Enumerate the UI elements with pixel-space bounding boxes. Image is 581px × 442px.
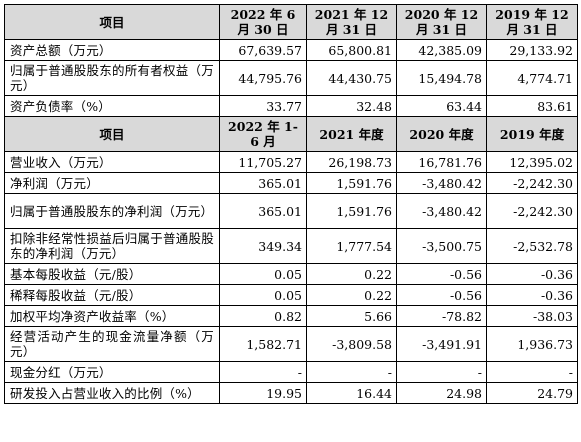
cell-value: -0.36 bbox=[486, 284, 578, 306]
cell-value: -2,242.30 bbox=[486, 193, 578, 229]
cell-value: 44,430.75 bbox=[306, 60, 397, 96]
cell-value: 0.05 bbox=[219, 263, 307, 285]
cell-value: 365.01 bbox=[219, 193, 307, 229]
cell-value: 1,591.76 bbox=[306, 193, 397, 229]
cell-value: 15,494.78 bbox=[396, 60, 487, 96]
cell-value: 5.66 bbox=[306, 305, 397, 327]
cell-value: 67,639.57 bbox=[219, 39, 307, 61]
cell-value: 65,800.81 bbox=[306, 39, 397, 61]
header-2020-year: 2020 年度 bbox=[396, 116, 487, 152]
cell-value: 33.77 bbox=[219, 95, 307, 117]
cell-value: -2,242.30 bbox=[486, 172, 578, 194]
cell-value: 1,591.76 bbox=[306, 172, 397, 194]
row-label: 扣除非经常性损益后归属于普通股股东的净利润（万元） bbox=[4, 228, 220, 264]
row-label: 资产负债率（%） bbox=[4, 95, 220, 117]
table-row: 资产负债率（%） 33.77 32.48 63.44 83.61 bbox=[4, 95, 578, 117]
cell-value: 0.22 bbox=[306, 263, 397, 285]
table-row: 研发投入占营业收入的比例（%） 19.95 16.44 24.98 24.79 bbox=[4, 382, 578, 404]
financial-data-table-container: 项目 2022 年 6 月 30 日 2021 年 12 月 31 日 2020… bbox=[4, 4, 578, 404]
table-row: 基本每股收益（元/股） 0.05 0.22 -0.56 -0.36 bbox=[4, 263, 578, 285]
header-row-income: 项目 2022 年 1-6 月 2021 年度 2020 年度 2019 年度 bbox=[4, 116, 578, 152]
header-2021-dec: 2021 年 12 月 31 日 bbox=[306, 4, 397, 40]
row-label: 资产总额（万元） bbox=[4, 39, 220, 61]
row-label: 归属于普通股股东的净利润（万元） bbox=[4, 193, 220, 229]
row-label: 基本每股收益（元/股） bbox=[4, 263, 220, 285]
table-row: 加权平均净资产收益率（%） 0.82 5.66 -78.82 -38.03 bbox=[4, 305, 578, 327]
header-2019-year: 2019 年度 bbox=[486, 116, 578, 152]
table-row: 资产总额（万元） 67,639.57 65,800.81 42,385.09 2… bbox=[4, 39, 578, 61]
row-label: 经营活动产生的现金流量净额（万元） bbox=[4, 326, 220, 362]
header-item: 项目 bbox=[4, 4, 220, 40]
cell-value: 16.44 bbox=[306, 382, 397, 404]
row-label: 稀释每股收益（元/股） bbox=[4, 284, 220, 306]
table-row: 营业收入（万元） 11,705.27 26,198.73 16,781.76 1… bbox=[4, 151, 578, 173]
cell-value: 4,774.71 bbox=[486, 60, 578, 96]
cell-value: 24.79 bbox=[486, 382, 578, 404]
cell-value: 19.95 bbox=[219, 382, 307, 404]
cell-value: 63.44 bbox=[396, 95, 487, 117]
cell-value: -3,809.58 bbox=[306, 326, 397, 362]
cell-value: -3,480.42 bbox=[396, 193, 487, 229]
cell-value: 365.01 bbox=[219, 172, 307, 194]
cell-value: 42,385.09 bbox=[396, 39, 487, 61]
table-row: 稀释每股收益（元/股） 0.05 0.22 -0.56 -0.36 bbox=[4, 284, 578, 306]
cell-value: 11,705.27 bbox=[219, 151, 307, 173]
cell-value: - bbox=[219, 361, 307, 383]
table-row: 扣除非经常性损益后归属于普通股股东的净利润（万元） 349.34 1,777.5… bbox=[4, 228, 578, 264]
cell-value: 26,198.73 bbox=[306, 151, 397, 173]
cell-value: 1,936.73 bbox=[486, 326, 578, 362]
header-2022-h1: 2022 年 1-6 月 bbox=[219, 116, 307, 152]
financial-data-table: 项目 2022 年 6 月 30 日 2021 年 12 月 31 日 2020… bbox=[4, 4, 578, 404]
header-2020-dec: 2020 年 12 月 31 日 bbox=[396, 4, 487, 40]
cell-value: -0.56 bbox=[396, 263, 487, 285]
cell-value: -3,480.42 bbox=[396, 172, 487, 194]
cell-value: -3,500.75 bbox=[396, 228, 487, 264]
cell-value: 349.34 bbox=[219, 228, 307, 264]
cell-value: 1,582.71 bbox=[219, 326, 307, 362]
table-row: 净利润（万元） 365.01 1,591.76 -3,480.42 -2,242… bbox=[4, 172, 578, 194]
cell-value: 0.22 bbox=[306, 284, 397, 306]
header-2021-year: 2021 年度 bbox=[306, 116, 397, 152]
table-row: 经营活动产生的现金流量净额（万元） 1,582.71 -3,809.58 -3,… bbox=[4, 326, 578, 362]
cell-value: - bbox=[486, 361, 578, 383]
cell-value: 24.98 bbox=[396, 382, 487, 404]
row-label: 现金分红（万元） bbox=[4, 361, 220, 383]
table-row: 归属于普通股股东的所有者权益（万元） 44,795.76 44,430.75 1… bbox=[4, 60, 578, 96]
header-2022-jun: 2022 年 6 月 30 日 bbox=[219, 4, 307, 40]
cell-value: 1,777.54 bbox=[306, 228, 397, 264]
cell-value: -0.56 bbox=[396, 284, 487, 306]
header-row-balance: 项目 2022 年 6 月 30 日 2021 年 12 月 31 日 2020… bbox=[4, 4, 578, 40]
table-row: 现金分红（万元） - - - - bbox=[4, 361, 578, 383]
cell-value: -0.36 bbox=[486, 263, 578, 285]
header-2019-dec: 2019 年 12 月 31 日 bbox=[486, 4, 578, 40]
row-label: 研发投入占营业收入的比例（%） bbox=[4, 382, 220, 404]
row-label: 净利润（万元） bbox=[4, 172, 220, 194]
cell-value: 83.61 bbox=[486, 95, 578, 117]
cell-value: 32.48 bbox=[306, 95, 397, 117]
cell-value: 12,395.02 bbox=[486, 151, 578, 173]
cell-value: - bbox=[396, 361, 487, 383]
cell-value: 29,133.92 bbox=[486, 39, 578, 61]
cell-value: 16,781.76 bbox=[396, 151, 487, 173]
cell-value: 0.05 bbox=[219, 284, 307, 306]
cell-value: -38.03 bbox=[486, 305, 578, 327]
header-item: 项目 bbox=[4, 116, 220, 152]
cell-value: -2,532.78 bbox=[486, 228, 578, 264]
row-label: 归属于普通股股东的所有者权益（万元） bbox=[4, 60, 220, 96]
row-label: 加权平均净资产收益率（%） bbox=[4, 305, 220, 327]
cell-value: 0.82 bbox=[219, 305, 307, 327]
table-row: 归属于普通股股东的净利润（万元） 365.01 1,591.76 -3,480.… bbox=[4, 193, 578, 229]
cell-value: 44,795.76 bbox=[219, 60, 307, 96]
cell-value: -3,491.91 bbox=[396, 326, 487, 362]
row-label: 营业收入（万元） bbox=[4, 151, 220, 173]
cell-value: - bbox=[306, 361, 397, 383]
cell-value: -78.82 bbox=[396, 305, 487, 327]
